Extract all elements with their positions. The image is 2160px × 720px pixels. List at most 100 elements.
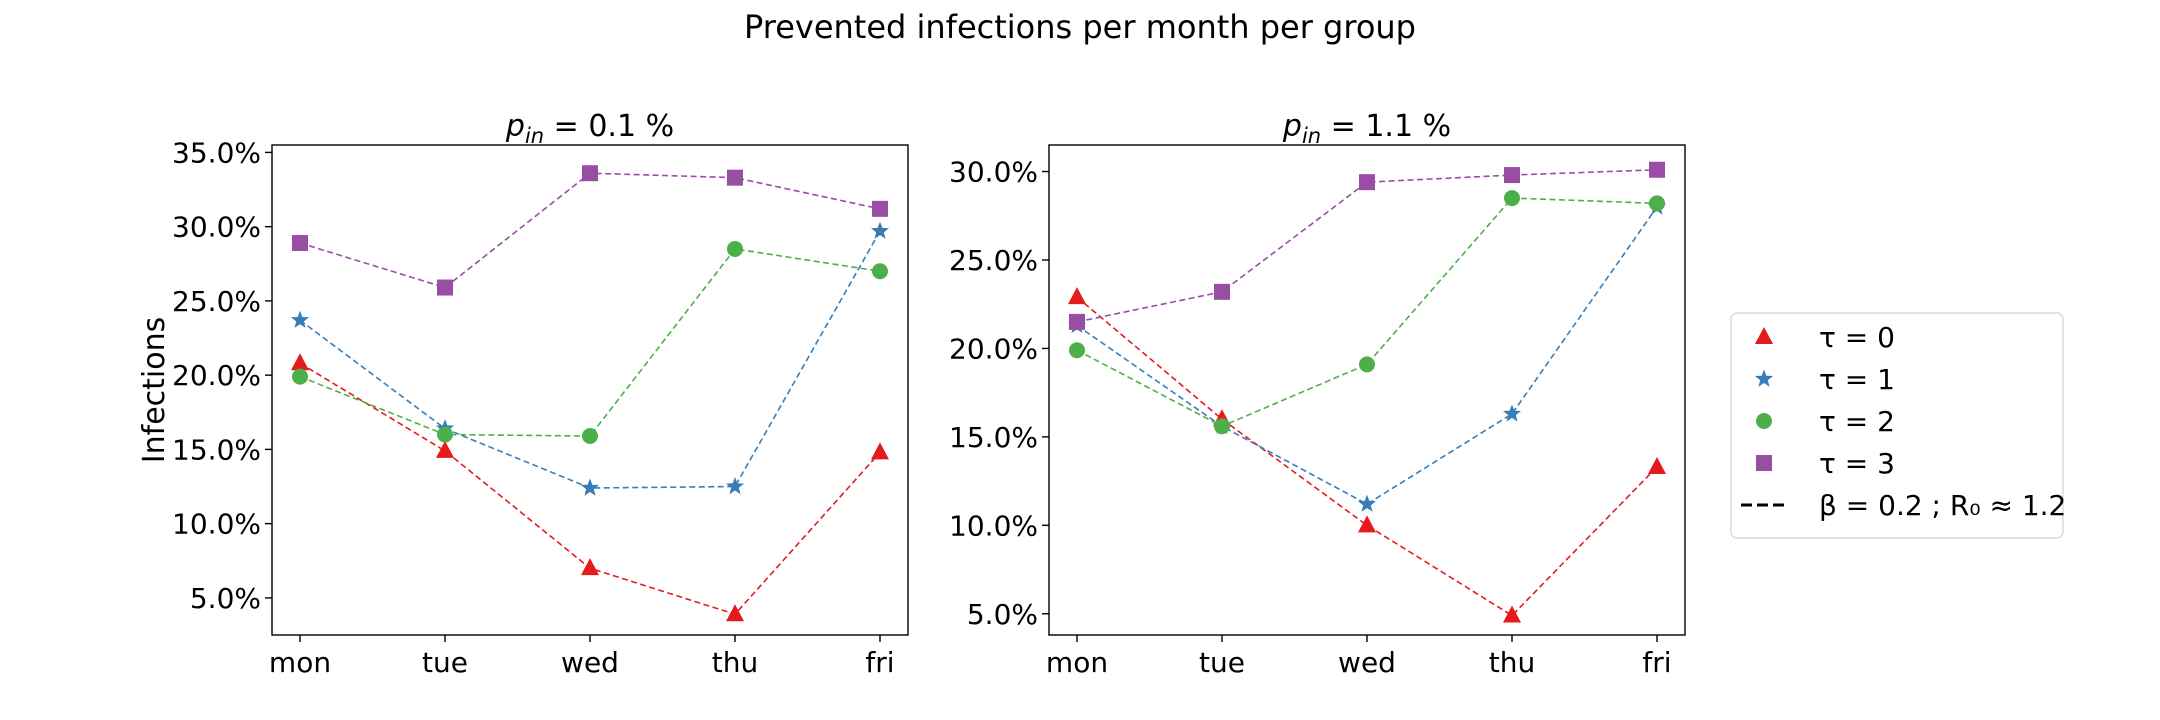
legend-entry: τ = 2 bbox=[1756, 405, 1895, 438]
data-point bbox=[1214, 283, 1230, 300]
subplot-title: pin = 0.1 % bbox=[505, 109, 674, 148]
legend-label: τ = 1 bbox=[1819, 363, 1895, 396]
data-point bbox=[1504, 167, 1520, 184]
subplot-title-variable: p bbox=[1282, 109, 1302, 144]
legend-entry: β = 0.2 ; R₀ ≈ 1.2 bbox=[1741, 489, 2066, 522]
x-tick-label: wed bbox=[561, 646, 619, 679]
data-point bbox=[1359, 174, 1375, 191]
data-point bbox=[292, 368, 308, 385]
y-tick-label: 5.0% bbox=[190, 582, 261, 615]
data-point bbox=[1357, 494, 1377, 512]
x-tick-label: tue bbox=[422, 646, 468, 679]
y-tick-label: 35.0% bbox=[172, 136, 261, 169]
subplot-title-value: = 0.1 % bbox=[544, 109, 674, 144]
subplot-title-subscript: in bbox=[525, 124, 544, 148]
x-tick-label: thu bbox=[712, 646, 758, 679]
series-0 bbox=[1068, 287, 1666, 623]
subplot-title-value: = 1.1 % bbox=[1321, 109, 1451, 144]
data-point bbox=[1502, 404, 1522, 422]
plot-frame bbox=[1048, 144, 1686, 636]
legend-label: β = 0.2 ; R₀ ≈ 1.2 bbox=[1819, 489, 2066, 522]
legend: τ = 0 τ = 1 τ = 2 τ = 3 β = 0.2 ; R₀ ≈ 1.2 bbox=[1730, 312, 2066, 539]
series-line bbox=[1076, 296, 1658, 617]
y-tick-label: 15.0% bbox=[949, 421, 1038, 454]
data-point bbox=[1649, 161, 1665, 178]
legend-entry: τ = 3 bbox=[1756, 447, 1895, 480]
legend-label: τ = 3 bbox=[1819, 447, 1895, 480]
data-point bbox=[582, 428, 598, 445]
data-point bbox=[437, 279, 453, 296]
series-line bbox=[1076, 206, 1658, 506]
data-point bbox=[870, 221, 890, 239]
data-point bbox=[1358, 515, 1376, 533]
x-tick-label: fri bbox=[865, 646, 894, 679]
subplot-title-subscript: in bbox=[1302, 124, 1321, 148]
data-point bbox=[1359, 356, 1375, 373]
data-point bbox=[437, 426, 453, 443]
legend-marker bbox=[1756, 455, 1772, 471]
plots-area: pin = 0.1 %5.0%10.0%15.0%20.0%25.0%30.0%… bbox=[137, 109, 1686, 679]
x-tick-label: tue bbox=[1199, 646, 1245, 679]
x-tick-label: fri bbox=[1642, 646, 1671, 679]
data-point bbox=[1649, 195, 1665, 212]
series-2 bbox=[1069, 190, 1665, 435]
data-point bbox=[727, 169, 743, 186]
data-point bbox=[1504, 190, 1520, 207]
subplot-title-variable: p bbox=[505, 109, 525, 144]
data-point bbox=[582, 165, 598, 182]
y-tick-label: 20.0% bbox=[949, 332, 1038, 365]
x-tick-label: wed bbox=[1338, 646, 1396, 679]
data-point bbox=[1069, 342, 1085, 359]
data-point bbox=[581, 558, 599, 576]
data-point bbox=[1214, 418, 1230, 435]
data-point bbox=[292, 235, 308, 251]
x-tick-label: mon bbox=[1046, 646, 1108, 679]
subplot-2: pin = 1.1 % 5.0% 10.0% 15.0% 20.0% 25.0% 30.0%… bbox=[949, 109, 1686, 679]
legend-label: τ = 0 bbox=[1819, 321, 1895, 354]
legend-entry: τ = 1 bbox=[1754, 363, 1895, 396]
y-tick-label: 25.0% bbox=[172, 285, 261, 318]
data-point bbox=[580, 478, 600, 496]
y-tick-label: 25.0% bbox=[949, 244, 1038, 277]
y-tick-label: 15.0% bbox=[172, 433, 261, 466]
data-point bbox=[726, 604, 744, 622]
data-point bbox=[872, 200, 888, 217]
plot-frame bbox=[271, 144, 909, 636]
y-tick-label: 10.0% bbox=[172, 508, 261, 541]
data-point bbox=[1068, 287, 1086, 305]
data-point bbox=[1648, 456, 1666, 474]
y-tick-label: 20.0% bbox=[172, 359, 261, 392]
data-point bbox=[291, 353, 309, 371]
y-tick-label: 30.0% bbox=[172, 211, 261, 244]
figure-title: Prevented infections per month per group bbox=[744, 8, 1416, 46]
series-3 bbox=[292, 165, 888, 296]
y-tick-label: 10.0% bbox=[949, 509, 1038, 542]
y-tick-label: 30.0% bbox=[949, 156, 1038, 189]
data-point bbox=[290, 310, 310, 328]
legend-marker bbox=[1756, 413, 1772, 429]
data-point bbox=[727, 240, 743, 257]
legend-frame bbox=[1730, 312, 2064, 539]
series-2 bbox=[292, 240, 888, 445]
data-point bbox=[871, 442, 889, 460]
data-point bbox=[1069, 313, 1085, 330]
data-point bbox=[725, 477, 745, 495]
series-0 bbox=[291, 353, 889, 622]
data-point bbox=[436, 440, 454, 458]
data-point bbox=[1503, 605, 1521, 623]
legend-marker bbox=[1755, 327, 1773, 344]
x-tick-label: mon bbox=[269, 646, 331, 679]
series-line bbox=[1076, 197, 1658, 428]
y-tick-label: 5.0% bbox=[967, 598, 1038, 631]
y-axis-label: Infections bbox=[137, 317, 172, 463]
data-point bbox=[872, 263, 888, 280]
legend-marker bbox=[1754, 369, 1774, 387]
legend-entry: τ = 0 bbox=[1755, 321, 1895, 354]
series-line bbox=[1076, 168, 1658, 323]
subplot-1: pin = 0.1 % 5.0% 10.0% 15.0% 20.0% 25.0% 30.0%… bbox=[137, 109, 909, 679]
series-3 bbox=[1069, 161, 1665, 330]
subplot-title: pin = 1.1 % bbox=[1282, 109, 1451, 148]
x-tick-label: thu bbox=[1489, 646, 1535, 679]
legend-label: τ = 2 bbox=[1819, 405, 1895, 438]
